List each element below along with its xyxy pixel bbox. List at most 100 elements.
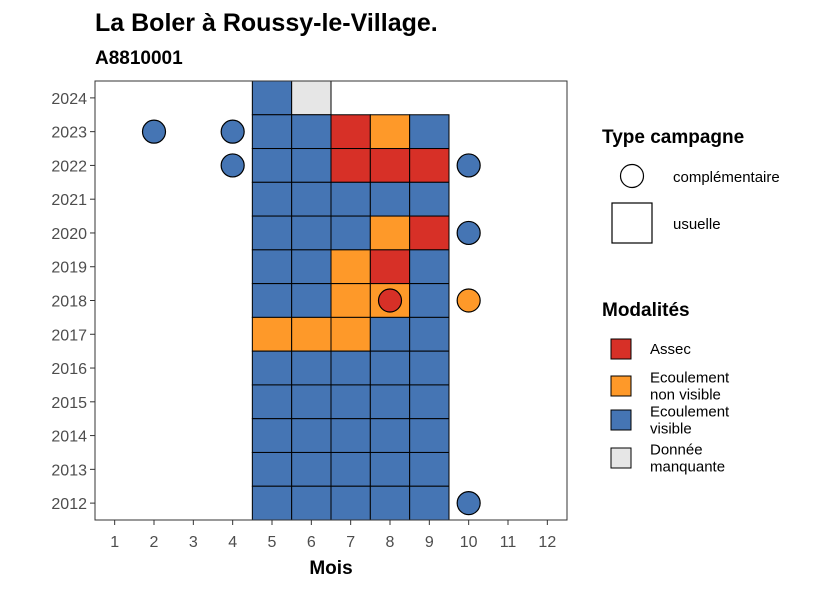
legend-modalite-label: Donnée manquante: [650, 442, 725, 476]
tile-2016-7: [330, 350, 371, 386]
x-tick-label: 8: [386, 534, 395, 551]
y-tick-label: 2016: [51, 361, 87, 378]
tile-2020-6: [291, 215, 332, 251]
tile-2022-8: [369, 148, 411, 183]
tile-2014-8: [369, 418, 411, 453]
tile-2014-6: [291, 418, 332, 453]
y-tick-label: 2019: [51, 260, 87, 277]
x-tick-label: 1: [110, 534, 119, 551]
tile-2021-6: [291, 181, 332, 217]
tile-2012-5: [251, 485, 293, 521]
tile-2019-6: [291, 249, 332, 285]
chart-subtitle: A8810001: [95, 48, 183, 69]
x-tick-label: 10: [460, 534, 478, 551]
x-tick-label: 12: [538, 534, 556, 551]
x-tick-label: 6: [307, 534, 316, 551]
legend-swatch: [610, 338, 632, 360]
point-2018-8: [377, 288, 403, 313]
tile-2018-5: [251, 283, 293, 318]
legend-swatch: [610, 375, 632, 397]
point-2022-10: [456, 153, 481, 178]
y-tick-label: 2023: [51, 125, 87, 142]
point-2023-2: [141, 119, 167, 144]
tile-2017-7: [330, 316, 371, 352]
tile-2023-6: [291, 114, 332, 150]
tile-2015-6: [291, 384, 332, 420]
x-tick-label: 2: [150, 534, 159, 551]
legend-campagne-label: usuelle: [673, 216, 721, 233]
tile-2016-9: [409, 350, 450, 386]
point-2012-10: [456, 491, 481, 516]
tile-2016-5: [251, 350, 293, 386]
y-tick-label: 2024: [51, 91, 87, 108]
x-axis: 1 2 3 4 5 6 7 8 9 10 11 12: [110, 520, 556, 551]
tile-2023-9: [409, 114, 450, 150]
tile-2015-7: [330, 384, 371, 420]
tile-2012-7: [330, 485, 371, 521]
legend-modalite-label: Ecoulement visible: [650, 404, 730, 438]
tile-2013-8: [369, 451, 411, 487]
tile-2018-9: [409, 283, 450, 318]
tile-2014-7: [330, 418, 371, 453]
tile-2015-8: [369, 384, 411, 420]
legend-modalites-title: Modalités: [602, 300, 690, 321]
x-tick-label: 11: [500, 534, 517, 551]
legend-modalite-label: Ecoulement non visible: [650, 370, 730, 404]
y-tick-label: 2015: [51, 395, 87, 412]
legend-swatch: [610, 447, 632, 469]
legend-campagne-label: complémentaire: [673, 169, 780, 186]
tile-2017-5: [251, 316, 293, 352]
tile-2019-7: [330, 249, 371, 285]
tile-2021-5: [251, 181, 293, 217]
y-tick-label: 2022: [51, 158, 87, 175]
legend-square-key: [611, 202, 653, 244]
legend-modalite-label: Assec: [650, 341, 691, 358]
tile-2019-8: [369, 249, 411, 285]
tile-2013-6: [291, 451, 332, 487]
tile-2018-6: [291, 283, 332, 318]
tile-2015-5: [251, 384, 293, 420]
tile-2022-9: [409, 148, 450, 183]
x-tick-label: 9: [425, 534, 434, 551]
x-axis-title: Mois: [309, 558, 352, 579]
y-tick-label: 2012: [51, 496, 87, 513]
tile-2023-8: [369, 114, 411, 150]
y-tick-label: 2014: [51, 429, 87, 446]
usuelle-tiles: [251, 80, 450, 521]
tile-2023-7: [330, 114, 371, 150]
tile-2016-8: [369, 350, 411, 386]
x-tick-label: 5: [268, 534, 277, 551]
tile-2015-9: [409, 384, 450, 420]
tile-2022-7: [330, 148, 371, 183]
y-tick-label: 2021: [51, 192, 87, 209]
tile-2017-6: [291, 316, 332, 352]
tile-2013-7: [330, 451, 371, 487]
point-2020-10: [456, 220, 481, 246]
tile-2012-6: [291, 485, 332, 521]
tile-2017-9: [409, 316, 450, 352]
tile-2012-8: [369, 485, 411, 521]
tile-2012-9: [409, 485, 450, 521]
tile-2021-9: [409, 181, 450, 217]
point-2018-10: [456, 288, 481, 313]
tile-2022-5: [251, 148, 293, 183]
y-axis: 2012 2013 2014 2015 2016 2017 2018 2019 2020 2021…: [51, 91, 95, 513]
legend-campagne-title: Type campagne: [602, 127, 744, 148]
tile-2013-5: [251, 451, 293, 487]
tile-2017-8: [369, 316, 411, 352]
tile-2020-5: [251, 215, 293, 251]
legend-campagne: complémentaire usuelle: [611, 163, 780, 244]
tile-2013-9: [409, 451, 450, 487]
x-tick-label: 4: [228, 534, 237, 551]
point-2023-4: [220, 119, 245, 144]
y-tick-label: 2017: [51, 327, 87, 344]
tile-2022-6: [291, 148, 332, 183]
tile-2024-6: [291, 80, 332, 116]
tile-2021-7: [330, 181, 371, 217]
x-tick-label: 3: [189, 534, 198, 551]
y-tick-label: 2018: [51, 294, 87, 311]
tile-2014-5: [251, 418, 293, 453]
tile-2016-6: [291, 350, 332, 386]
